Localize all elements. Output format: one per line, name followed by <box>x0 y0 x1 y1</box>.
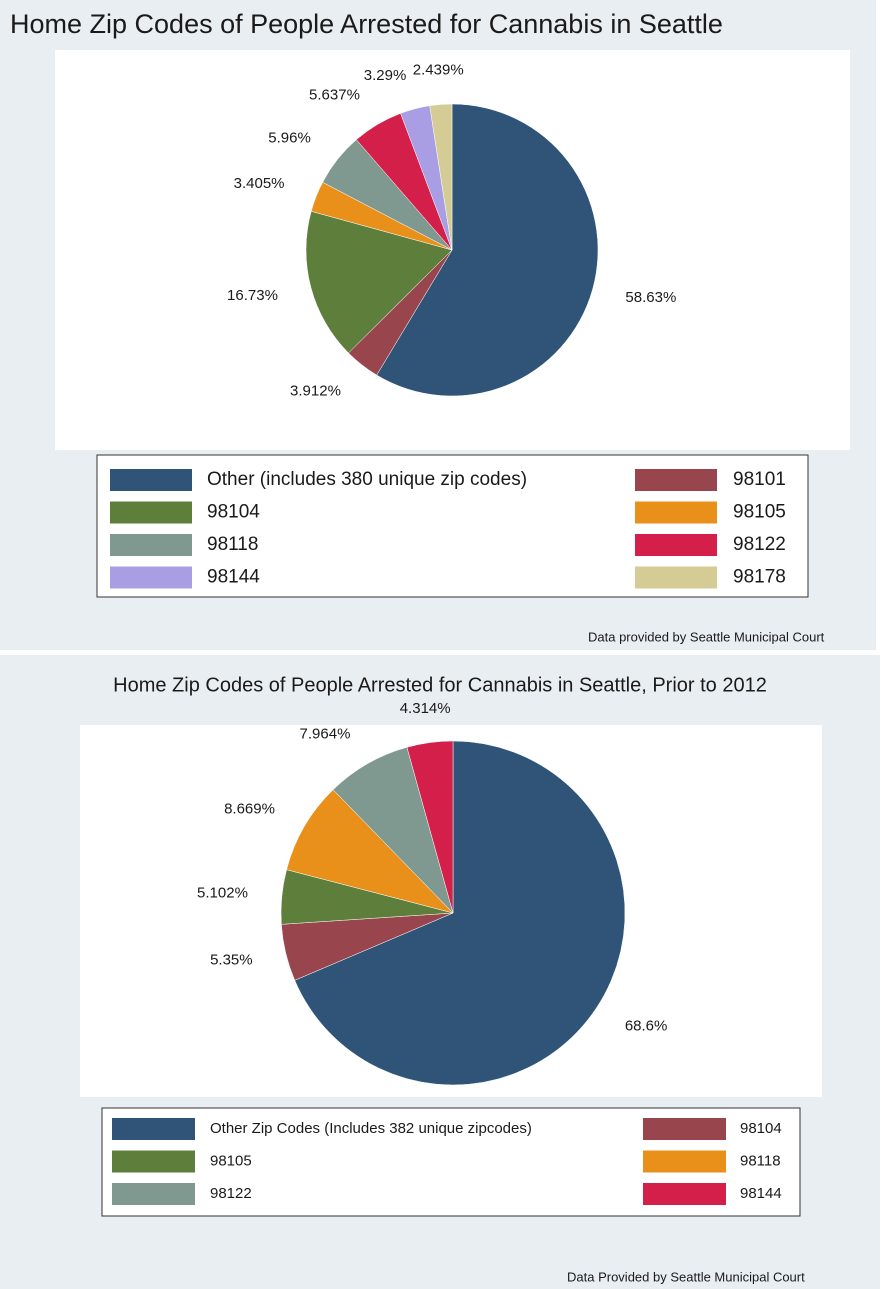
legend-label: 98104 <box>207 502 260 523</box>
slice-label: 2.439% <box>413 61 464 78</box>
legend-swatch <box>635 534 717 556</box>
legend-label: 98104 <box>740 1120 782 1137</box>
pie-slice <box>294 740 626 1086</box>
slice-label: 5.102% <box>197 885 248 902</box>
legend-swatch <box>112 1183 195 1205</box>
pie-slice <box>429 103 453 251</box>
pie-slice <box>286 789 454 914</box>
legend-label: Other Zip Codes (Includes 382 unique zip… <box>210 1120 532 1137</box>
legend-swatch <box>635 501 717 524</box>
legend-swatch <box>643 1183 726 1205</box>
slice-label: 16.73% <box>227 287 278 304</box>
legend-swatch <box>110 534 192 556</box>
legend-label: 98118 <box>740 1152 781 1169</box>
slice-label: 7.964% <box>300 725 351 742</box>
legend-swatch <box>635 469 717 491</box>
legend-label: 98118 <box>207 534 258 555</box>
footnote: Data provided by Seattle Municipal Court <box>588 629 825 644</box>
slice-label: 5.637% <box>309 86 360 103</box>
legend-swatch <box>112 1118 195 1140</box>
legend-label: 98105 <box>733 502 786 523</box>
slice-label: 3.405% <box>234 175 285 192</box>
legend-label: 98178 <box>733 567 786 588</box>
legend-label: 98105 <box>210 1152 252 1169</box>
legend-label: Other (includes 380 unique zip codes) <box>207 469 527 490</box>
legend-swatch <box>112 1150 195 1173</box>
legend-swatch <box>110 566 192 589</box>
slice-label: 5.35% <box>210 952 253 969</box>
slice-label: 58.63% <box>625 289 676 306</box>
chart-title: Home Zip Codes of People Arrested for Ca… <box>113 674 767 696</box>
legend-swatch <box>110 501 192 524</box>
legend-label: 98122 <box>210 1185 252 1202</box>
pie-slice <box>376 103 599 397</box>
legend-swatch <box>110 469 192 491</box>
slice-label: 4.314% <box>400 700 451 717</box>
slice-label: 5.96% <box>268 129 311 146</box>
chart-title: Home Zip Codes of People Arrested for Ca… <box>10 9 723 39</box>
legend-label: 98144 <box>740 1185 782 1202</box>
legend-swatch <box>643 1118 726 1140</box>
slice-label: 68.6% <box>625 1018 668 1035</box>
slice-label: 3.29% <box>364 67 407 84</box>
slice-label: 3.912% <box>290 383 341 400</box>
legend-label: 98122 <box>733 534 786 555</box>
slice-label: 8.669% <box>224 800 275 817</box>
legend-swatch <box>635 566 717 589</box>
legend-swatch <box>643 1150 726 1173</box>
legend-label: 98144 <box>207 567 260 588</box>
footnote: Data Provided by Seattle Municipal Court <box>567 1269 805 1284</box>
pie-slice <box>305 210 453 354</box>
legend-label: 98101 <box>733 469 786 490</box>
pie-slice <box>406 740 454 914</box>
